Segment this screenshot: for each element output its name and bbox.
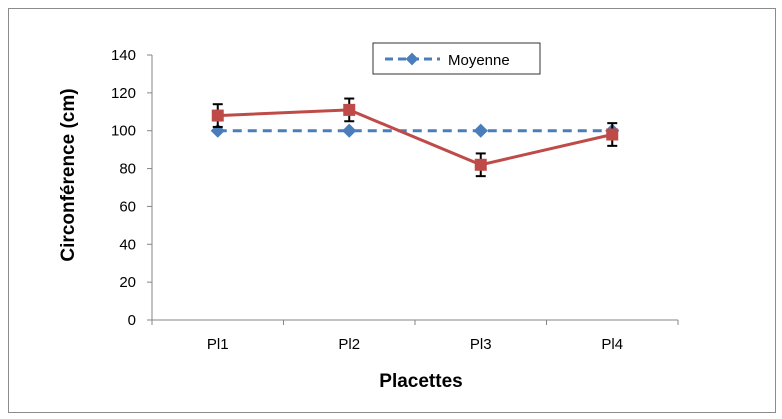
series-layer (210, 97, 620, 178)
legend-label: Moyenne (448, 52, 510, 69)
y-tick-label: 40 (119, 236, 136, 253)
chart-frame (8, 8, 776, 413)
y-tick-label: 120 (111, 85, 136, 102)
series-2-point (474, 158, 487, 171)
y-axis-title: Circonférence (cm) (58, 88, 79, 261)
y-tick-label: 100 (111, 123, 136, 140)
legend-swatch-marker (405, 52, 419, 66)
y-tick-label: 60 (119, 198, 136, 215)
y-tick-label: 80 (119, 161, 136, 178)
series-1-point (473, 123, 488, 138)
y-tick-label: 0 (128, 312, 136, 329)
series-2 (211, 97, 619, 178)
x-tick-label: Pl1 (207, 336, 229, 353)
y-tick-label: 140 (111, 47, 136, 64)
series-2-point (211, 109, 224, 122)
x-axis-ticks: Pl1 Pl2 Pl3 Pl4 (151, 320, 679, 353)
series-1-point (342, 123, 357, 138)
y-tick-label: 20 (119, 274, 136, 291)
series-2-point (606, 128, 619, 141)
series-2-point (343, 103, 356, 116)
series-1 (210, 123, 620, 138)
y-axis-ticks: 0 20 40 60 80 100 120 140 (111, 47, 152, 329)
legend: Moyenne (372, 42, 541, 75)
x-axis-title: Placettes (379, 371, 462, 392)
legend-box (372, 42, 541, 75)
x-tick-label: Pl4 (601, 336, 623, 353)
x-tick-label: Pl2 (338, 336, 360, 353)
series-2-line (217, 108, 613, 167)
x-tick-label: Pl3 (470, 336, 492, 353)
